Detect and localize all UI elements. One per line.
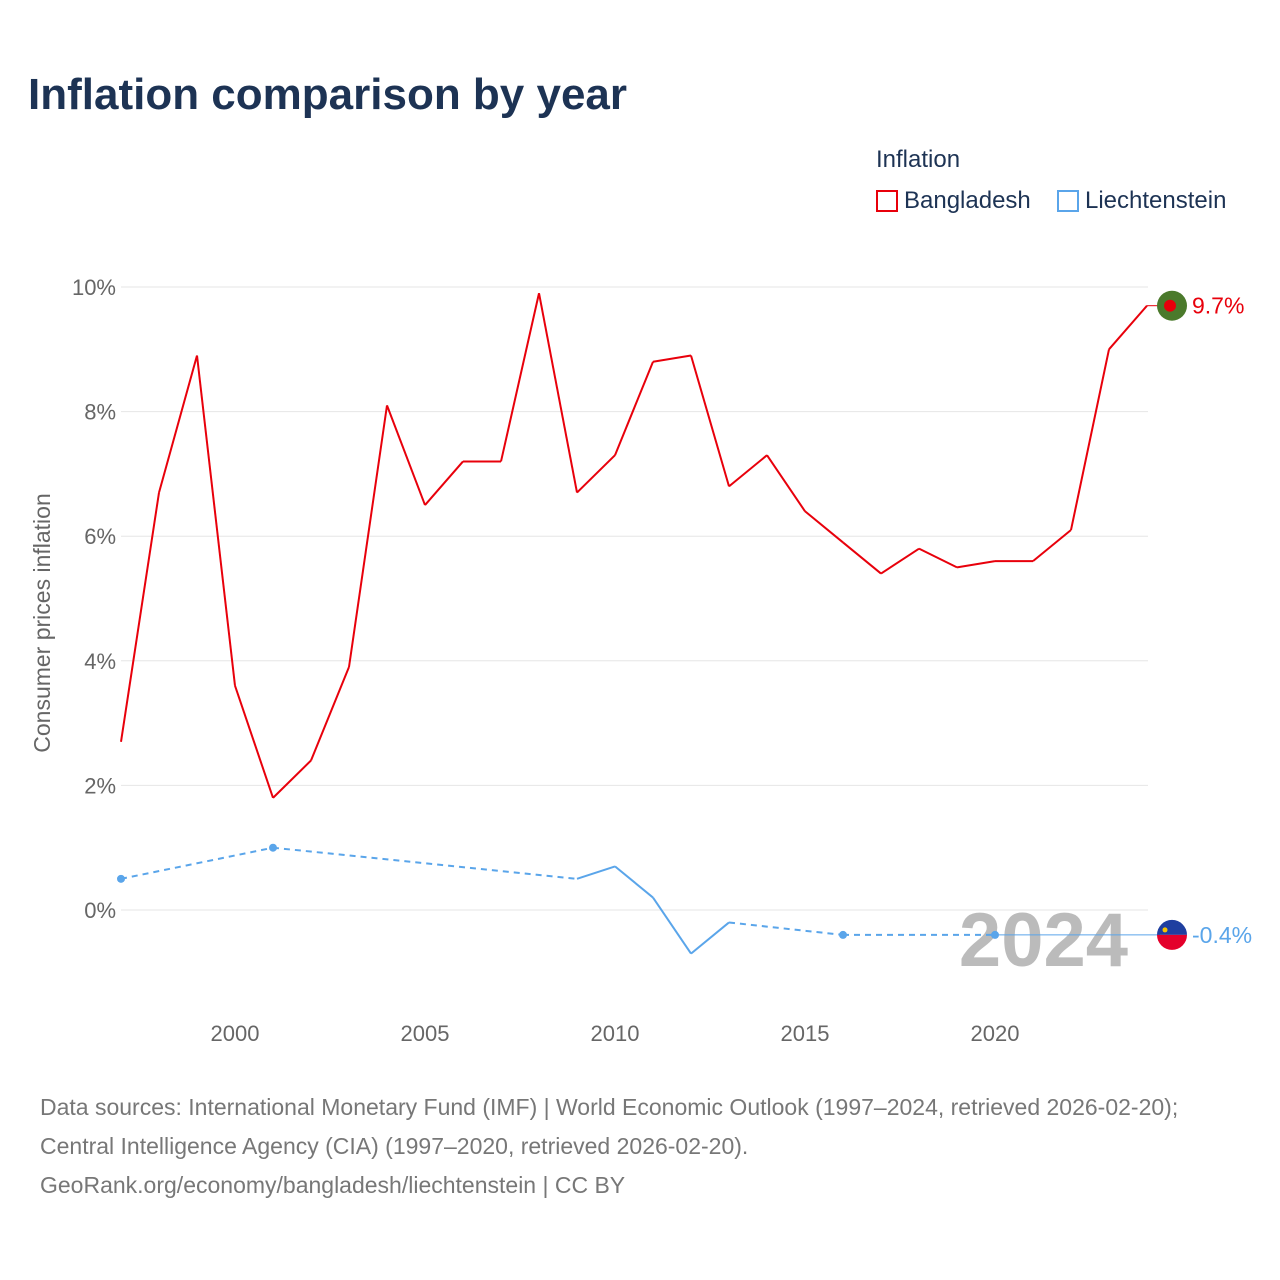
- x-tick-label: 2005: [401, 1021, 450, 1046]
- series-segment-bangladesh: [728, 454, 768, 488]
- x-tick-label: 2015: [781, 1021, 830, 1046]
- legend-item-bangladesh[interactable]: Bangladesh: [876, 187, 1031, 215]
- y-tick-label: 2%: [84, 773, 116, 798]
- series-segment-liechtenstein: [576, 865, 616, 880]
- legend-item-liechtenstein[interactable]: Liechtenstein: [1057, 187, 1226, 215]
- series-segment-bangladesh: [1108, 305, 1148, 350]
- series-segment-bangladesh: [918, 547, 958, 569]
- series-segment-bangladesh: [880, 547, 920, 575]
- flag-liechtenstein-lower: [1157, 934, 1187, 950]
- series-segment-bangladesh: [576, 454, 616, 494]
- x-tick-label: 2020: [971, 1021, 1020, 1046]
- series-segment-liechtenstein: [120, 846, 274, 880]
- data-point: [269, 843, 277, 852]
- y-axis-label: Consumer prices inflation: [29, 493, 55, 753]
- y-tick-label: 0%: [84, 898, 116, 923]
- series-segment-bangladesh: [424, 460, 464, 506]
- flag-bangladesh-disc: [1164, 299, 1176, 312]
- series-segment-bangladesh: [234, 685, 274, 799]
- series-segment-bangladesh: [348, 405, 388, 668]
- series-segment-bangladesh: [842, 541, 882, 575]
- end-value-label: 9.7%: [1192, 293, 1244, 319]
- legend-label: Bangladesh: [904, 187, 1031, 214]
- legend-title: Inflation: [876, 146, 961, 173]
- end-value-label: -0.4%: [1192, 922, 1252, 948]
- flag-crown: [1162, 927, 1168, 933]
- series-segment-liechtenstein: [272, 846, 578, 880]
- series-segment-liechtenstein: [652, 896, 692, 955]
- data-point: [117, 874, 125, 883]
- series-segment-bangladesh: [690, 355, 730, 487]
- y-tick-label: 4%: [84, 649, 116, 674]
- legend-label: Liechtenstein: [1085, 187, 1227, 214]
- y-tick-label: 10%: [72, 275, 116, 300]
- series-segment-bangladesh: [1070, 349, 1110, 531]
- series-segment-bangladesh: [500, 293, 540, 462]
- source-note: Data sources: International Monetary Fun…: [40, 1094, 1179, 1198]
- chart-title: Inflation comparison by year: [28, 70, 628, 119]
- flag-liechtenstein-icon: [1157, 919, 1187, 935]
- series-segment-liechtenstein: [690, 921, 730, 955]
- plot-area: 0% 2% 4% 6% 8% 10% 2000 2005 2010 2015 2020 Consume…: [29, 275, 1252, 1046]
- series-segment-liechtenstein: [614, 865, 654, 899]
- x-tick-label: 2010: [591, 1021, 640, 1046]
- series-segment-liechtenstein: [728, 921, 844, 936]
- year-watermark: 2024: [959, 898, 1128, 983]
- y-tick-label: 6%: [84, 524, 116, 549]
- y-tick-label: 8%: [84, 400, 116, 425]
- series-segment-bangladesh: [196, 355, 236, 686]
- series-segment-bangladesh: [766, 454, 806, 512]
- series-segment-bangladesh: [272, 759, 312, 799]
- series-segment-bangladesh: [956, 560, 996, 569]
- series-segment-bangladesh: [386, 405, 426, 506]
- series-segment-bangladesh: [538, 293, 578, 493]
- series-segment-bangladesh: [614, 361, 654, 456]
- series-segment-bangladesh: [120, 492, 160, 742]
- series-segment-bangladesh: [158, 355, 198, 493]
- x-tick-label: 2000: [211, 1021, 260, 1046]
- series-segment-bangladesh: [1032, 529, 1072, 562]
- series-segment-bangladesh: [652, 354, 692, 363]
- data-point: [839, 930, 847, 939]
- series-segment-bangladesh: [804, 510, 844, 544]
- series-segment-bangladesh: [310, 666, 350, 761]
